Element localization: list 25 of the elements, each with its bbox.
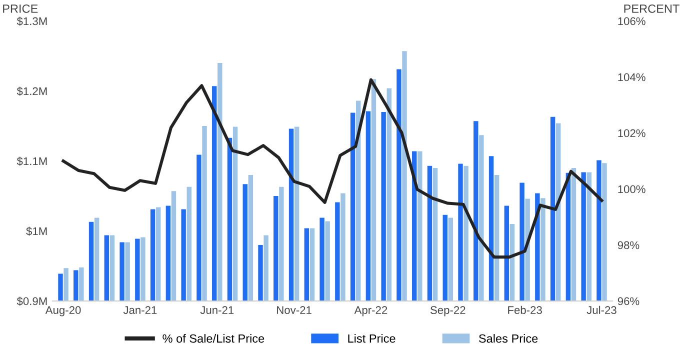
legend-label: % of Sale/List Price [162, 334, 264, 343]
y2-tick-label: 104% [618, 73, 646, 82]
x-tick-label: Jan-21 [123, 306, 157, 314]
y2-tick-label: 98% [618, 241, 640, 250]
x-tick-label: Aug-20 [45, 306, 81, 316]
x-tick-label: Jul-23 [586, 306, 616, 314]
x-tick-label: Jun-21 [200, 306, 234, 314]
y2-axis-title: PERCENT [624, 4, 680, 13]
line-series [62, 78, 604, 259]
x-tick-label: Feb-23 [508, 306, 542, 314]
y-tick-label: $1.3M [16, 16, 47, 26]
y2-tick-label: 106% [618, 17, 646, 26]
y-tick-label: $1.1M [16, 156, 47, 166]
y-axis-title: PRICE [3, 4, 38, 13]
y-tick-label: $1M [26, 226, 47, 236]
x-tick-label: Nov-21 [277, 306, 312, 314]
legend-label: Sales Price [478, 334, 538, 343]
y-tick-label: $0.9M [16, 296, 47, 306]
x-tick-label: Sep-22 [430, 306, 466, 316]
y2-tick-label: 100% [618, 185, 646, 194]
legend-label: List Price [348, 334, 396, 343]
x-tick-label: Apr-22 [354, 306, 388, 316]
y2-tick-label: 102% [618, 129, 646, 138]
y2-tick-label: 96% [618, 297, 640, 306]
y-tick-label: $1.2M [16, 86, 47, 96]
